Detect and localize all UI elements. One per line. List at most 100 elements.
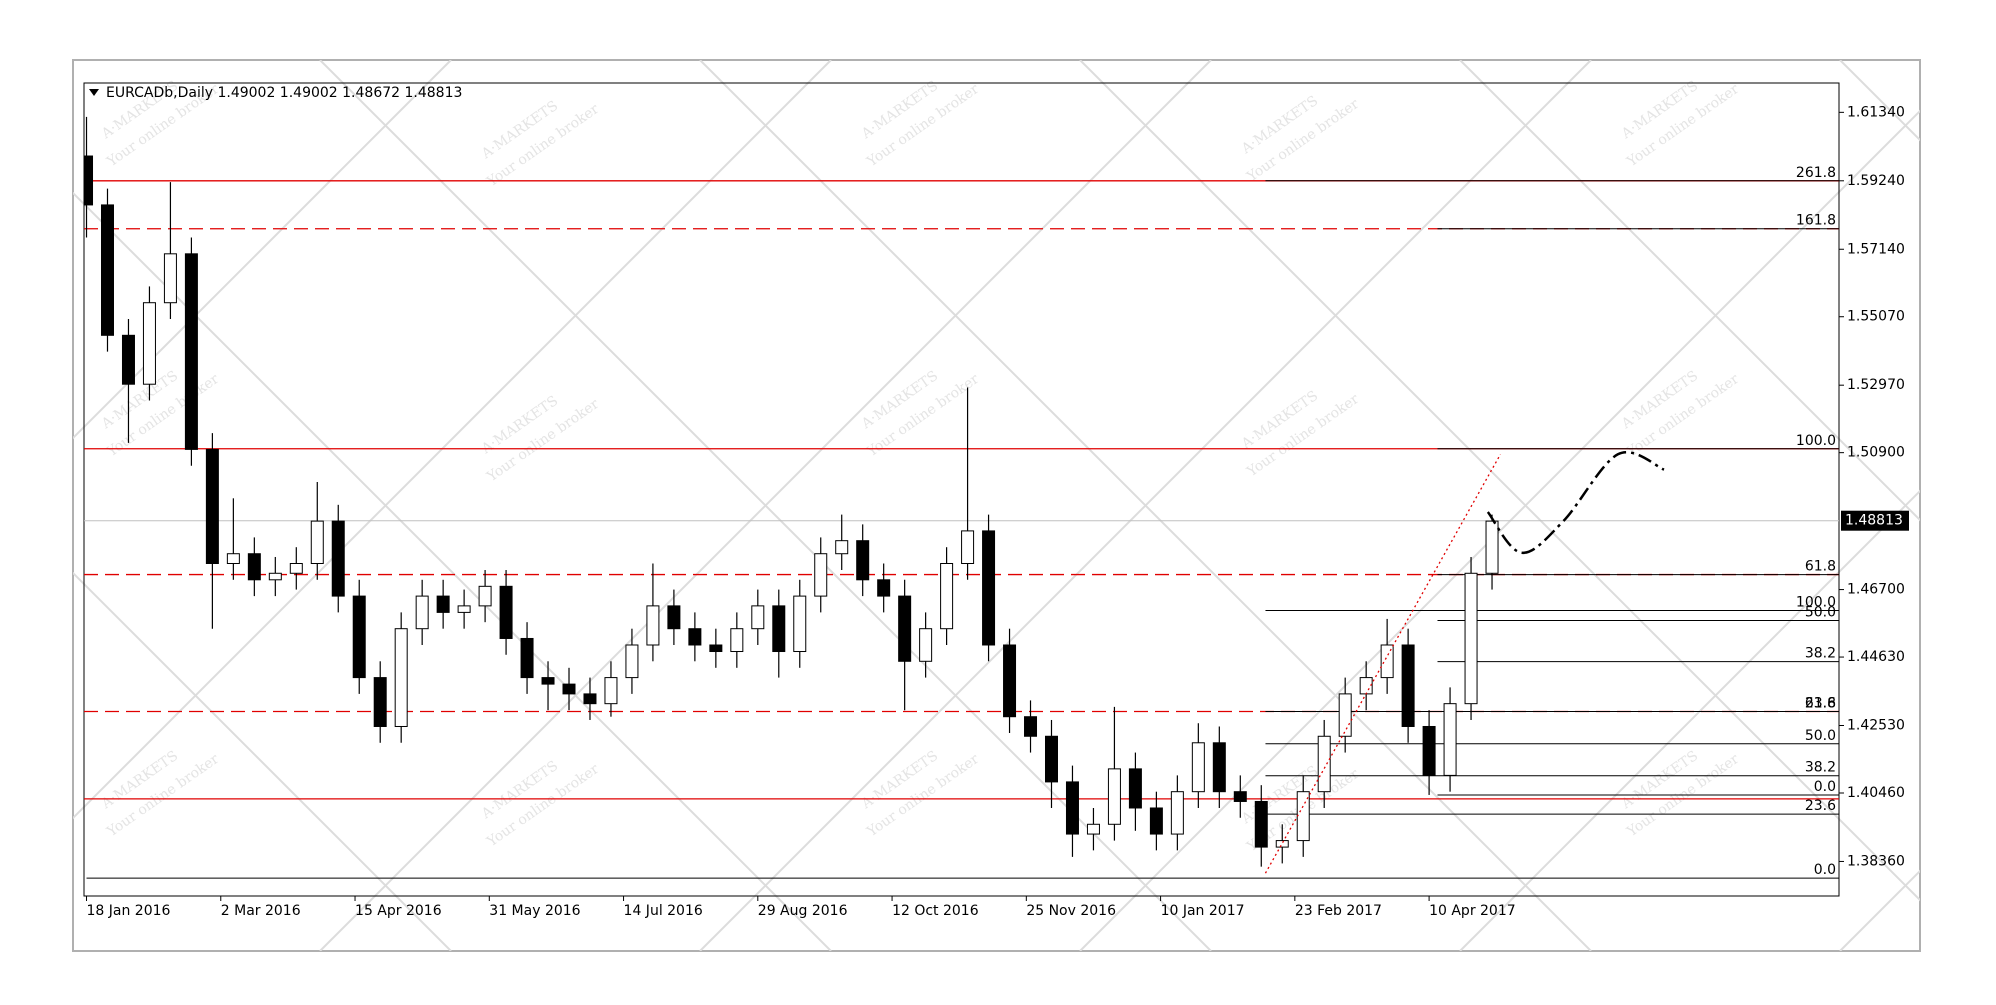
candle-body — [1024, 716, 1038, 737]
candle-body — [562, 683, 576, 695]
y-tick-label: 1.55070 — [1847, 309, 1905, 325]
y-tick-label: 1.52970 — [1847, 377, 1905, 393]
candle-body — [415, 595, 429, 630]
axes: 1.61340 1.59240 1.57140 1.55070 1.52970 1.509… — [86, 104, 1909, 919]
last-price-label: 1.48813 — [1845, 513, 1903, 529]
candle-body — [142, 302, 156, 385]
candle-body — [247, 553, 261, 581]
candle-body — [1003, 644, 1017, 718]
candle-body — [1191, 742, 1205, 793]
candle-body — [1170, 791, 1184, 835]
fib-label: 0.0 — [1814, 779, 1836, 795]
y-tick-label: 1.38360 — [1847, 853, 1905, 869]
candle-body — [373, 677, 387, 727]
x-tick-label: 12 Oct 2016 — [892, 903, 979, 919]
fib-label: 23.6 — [1805, 695, 1836, 711]
y-tick-label: 1.61340 — [1847, 104, 1905, 120]
candle-body — [163, 253, 177, 304]
x-tick-label: 31 May 2016 — [489, 903, 580, 919]
watermark-line — [73, 60, 832, 820]
candle-body — [1128, 768, 1142, 809]
candle-body — [478, 585, 492, 607]
candle-body — [394, 628, 408, 727]
candle-body — [961, 530, 975, 564]
last-price-box — [1841, 510, 1909, 531]
watermark-line — [73, 571, 452, 951]
candle-body — [1422, 725, 1436, 776]
frame — [72, 59, 1921, 952]
fib-label: 50.0 — [1805, 728, 1836, 744]
watermark-line — [1459, 489, 1920, 951]
candle-body — [1443, 703, 1457, 776]
trendline — [1264, 453, 1501, 874]
candle-body — [1254, 800, 1268, 848]
candle-body — [1464, 572, 1478, 705]
candle-body — [751, 605, 765, 630]
candle-body — [100, 204, 114, 336]
y-tick-label: 1.50900 — [1847, 445, 1905, 461]
watermark-line — [0, 60, 71, 951]
fib-label: 50.0 — [1805, 605, 1836, 621]
x-tick-label: 2 Mar 2016 — [221, 903, 301, 919]
candle-body — [1338, 693, 1352, 737]
candle-body — [1275, 840, 1289, 848]
x-tick-label: 10 Apr 2017 — [1429, 903, 1516, 919]
candle-body — [289, 562, 303, 574]
fib-label: 61.8 — [1805, 695, 1836, 711]
candle-body — [730, 628, 744, 653]
watermark-line — [319, 60, 1212, 951]
fib-label: 38.2 — [1805, 646, 1836, 662]
candle-body — [1212, 742, 1226, 793]
candle-body — [1401, 644, 1415, 727]
candle-body — [1107, 768, 1121, 825]
fib-label: 61.8 — [1805, 559, 1836, 575]
fib-label: 100.0 — [1796, 433, 1836, 449]
watermark-line — [73, 60, 452, 440]
candle-body — [625, 644, 639, 679]
candle-body — [667, 605, 681, 630]
fib-label: 100.0 — [1796, 594, 1836, 610]
candle-body — [268, 572, 282, 581]
y-tick-label: 1.44630 — [1847, 649, 1905, 665]
candle-body — [982, 530, 996, 646]
candle-body — [205, 448, 219, 564]
candle-body — [1065, 781, 1079, 835]
candle-body — [499, 585, 513, 639]
y-tick-label: 1.59240 — [1847, 173, 1905, 189]
candle-body — [352, 595, 366, 679]
candle-body — [84, 155, 94, 206]
watermark-line — [1079, 109, 1920, 951]
candle-body — [121, 334, 135, 385]
candle-body — [835, 540, 849, 555]
x-tick-label: 14 Jul 2016 — [624, 903, 703, 919]
x-tick-label: 15 Apr 2016 — [355, 903, 442, 919]
x-tick-label: 25 Nov 2016 — [1026, 903, 1116, 919]
candle-body — [814, 553, 828, 597]
fib-label: 38.2 — [1805, 760, 1836, 776]
candle-body — [1233, 791, 1247, 802]
watermark-line — [699, 60, 1592, 951]
y-tick-label: 1.46700 — [1847, 582, 1905, 598]
candle-body — [898, 595, 912, 662]
watermark-line — [0, 60, 71, 951]
candle-body — [919, 628, 933, 662]
candle-body — [688, 628, 702, 646]
candle-body — [1086, 823, 1100, 835]
candle-body — [646, 605, 660, 646]
candle-body — [772, 605, 786, 653]
candle-body — [436, 595, 450, 613]
fib-label: 23.6 — [1805, 798, 1836, 814]
candle-body — [856, 540, 870, 581]
y-tick-label: 1.57140 — [1847, 241, 1905, 257]
y-tick-label: 1.42530 — [1847, 718, 1905, 734]
menu-arrow — [89, 89, 99, 96]
candle-body — [457, 605, 471, 613]
candle-body — [877, 579, 891, 597]
plot — [84, 116, 1839, 879]
x-tick-label: 29 Aug 2016 — [758, 903, 848, 919]
candle-body — [1380, 644, 1394, 679]
fib-label: 0.0 — [1814, 862, 1836, 878]
y-tick-label: 1.40460 — [1847, 785, 1905, 801]
candle-body — [520, 637, 534, 679]
